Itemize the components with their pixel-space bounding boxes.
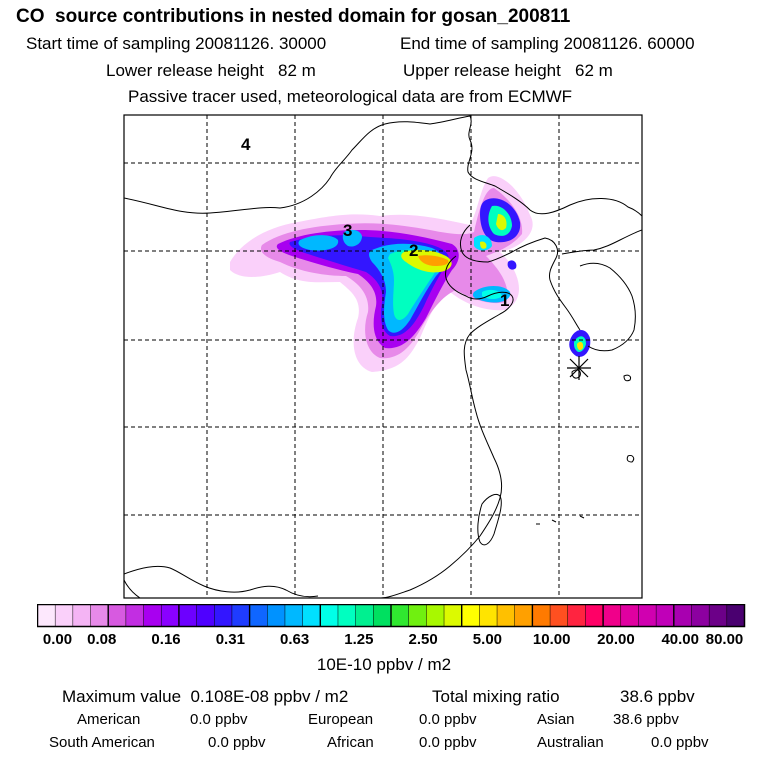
start-time-label: Start time of sampling 20081126. 30000 xyxy=(26,34,327,53)
region-label-1: 1 xyxy=(500,291,509,310)
colorbar-cell xyxy=(532,604,551,627)
colorbar-tick-label: 2.50 xyxy=(408,631,438,648)
african-label: African xyxy=(327,734,374,751)
colorbar-cell xyxy=(603,604,622,627)
colorbar-cell xyxy=(337,604,357,627)
coastlines xyxy=(124,115,642,598)
american-label: American xyxy=(77,711,141,728)
colorbar-cell xyxy=(90,604,109,627)
colorbar-cell xyxy=(231,604,250,627)
colorbar-cell xyxy=(161,604,180,627)
colorbar-tick-label: 0.31 xyxy=(215,631,245,648)
colorbar-cell xyxy=(426,604,445,627)
colorbar-cell xyxy=(284,604,304,627)
colorbar-cell xyxy=(125,604,144,627)
total-mixing-label: Total mixing ratio xyxy=(432,687,560,706)
european-value: 0.0 ppbv xyxy=(419,711,477,728)
colorbar-tick-label: 1.25 xyxy=(344,631,374,648)
graticule xyxy=(124,115,642,598)
colorbar-cell xyxy=(726,604,745,627)
colorbar-cell xyxy=(373,604,392,627)
plot-title: CO source contributions in nested domain… xyxy=(16,6,571,27)
south-american-label: South American xyxy=(49,734,155,751)
colorbar-cell xyxy=(196,604,215,627)
region-label-2: 2 xyxy=(409,241,418,260)
colorbar-cell xyxy=(691,604,710,627)
colorbar-cell xyxy=(479,604,498,627)
colorbar-cell xyxy=(709,604,728,627)
colorbar-cell xyxy=(514,604,533,627)
colorbar-tick-label: 0.63 xyxy=(279,631,310,648)
colorbar-tick-label: 0.00 xyxy=(42,631,73,648)
colorbar-tick-label: 0.16 xyxy=(151,631,181,648)
end-time-label: End time of sampling 20081126. 60000 xyxy=(400,34,695,53)
australian-value: 0.0 ppbv xyxy=(651,734,709,751)
colorbar-cell xyxy=(550,604,569,627)
american-value: 0.0 ppbv xyxy=(190,711,248,728)
lower-height-label: Lower release height 82 m xyxy=(106,61,316,80)
south-american-value: 0.0 ppbv xyxy=(208,734,266,751)
colorbar xyxy=(37,604,746,628)
colorbar-cell xyxy=(355,604,374,627)
colorbar-cell xyxy=(444,604,463,627)
colorbar-cell xyxy=(585,604,604,627)
colorbar-tick-label: 5.00 xyxy=(472,631,503,648)
colorbar-tick-label: 0.08 xyxy=(87,631,117,648)
colorbar-cell xyxy=(673,604,692,627)
colorbar-cell xyxy=(567,604,586,627)
colorbar-cell xyxy=(249,604,268,627)
colorbar-cell xyxy=(320,604,339,627)
colorbar-cell xyxy=(178,604,197,627)
co-plume-field xyxy=(230,176,591,372)
region-label-3: 3 xyxy=(343,221,352,240)
colorbar-cell xyxy=(143,604,162,627)
region-label-4: 4 xyxy=(241,135,251,154)
colorbar-cells xyxy=(37,604,745,627)
colorbar-cell xyxy=(108,604,127,627)
colorbar-cell xyxy=(638,604,657,627)
colorbar-cell xyxy=(72,604,91,627)
colorbar-cell xyxy=(461,604,480,627)
colorbar-cell xyxy=(408,604,427,627)
colorbar-cell xyxy=(656,604,675,627)
colorbar-cell xyxy=(37,604,56,627)
colorbar-unit-label: 10E-10 ppbv / m2 xyxy=(316,655,452,674)
colorbar-tick-label: 40.00 xyxy=(661,631,699,648)
gosan-receptor-marker xyxy=(567,356,591,380)
colorbar-tick-label: 10.00 xyxy=(532,631,571,648)
colorbar-cell xyxy=(267,604,286,627)
upper-height-label: Upper release height 62 m xyxy=(403,61,613,80)
australian-label: Australian xyxy=(537,734,604,751)
total-mixing-value: 38.6 ppbv xyxy=(620,687,695,706)
african-value: 0.0 ppbv xyxy=(419,734,477,751)
colorbar-cell xyxy=(497,604,516,627)
colorbar-cell xyxy=(391,604,410,627)
asian-value: 38.6 ppbv xyxy=(613,711,679,728)
max-value-label: Maximum value 0.108E-08 ppbv / m2 xyxy=(62,687,349,706)
colorbar-cell xyxy=(55,604,74,627)
colorbar-cell xyxy=(214,604,233,627)
asian-label: Asian xyxy=(537,711,575,728)
european-label: European xyxy=(308,711,374,728)
colorbar-cell xyxy=(620,604,639,627)
map-frame xyxy=(123,114,643,599)
tracer-note: Passive tracer used, meteorological data… xyxy=(128,87,573,106)
source-contribution-map: 1 2 3 4 xyxy=(123,114,643,599)
colorbar-tick-label: 80.00 xyxy=(705,631,744,648)
colorbar-cell xyxy=(302,604,321,627)
colorbar-tick-label: 20.00 xyxy=(597,631,635,648)
